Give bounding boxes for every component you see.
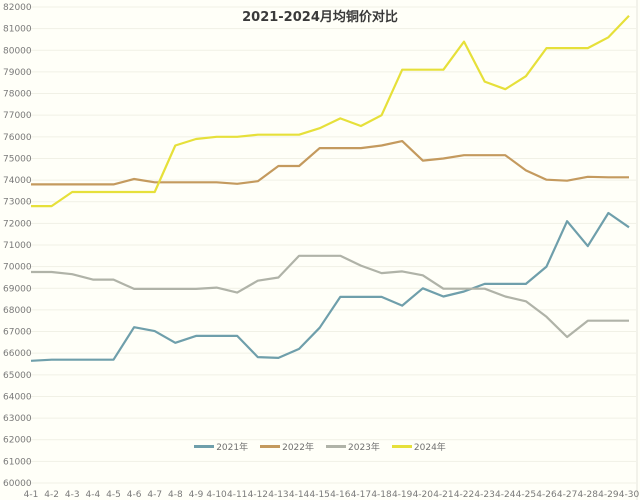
legend-swatch-2023 bbox=[326, 445, 346, 448]
y-tick-label: 64000 bbox=[3, 392, 32, 402]
series-line-2023[interactable] bbox=[31, 254, 629, 339]
x-tick-label: 4-2 bbox=[44, 490, 59, 500]
x-tick-label: 4-15 bbox=[309, 490, 329, 500]
y-tick-label: 78000 bbox=[3, 90, 32, 100]
y-tick-label: 65000 bbox=[3, 371, 32, 381]
x-tick-label: 4-14 bbox=[289, 490, 310, 500]
x-tick-label: 4-8 bbox=[168, 490, 183, 500]
x-tick-label: 4-3 bbox=[65, 490, 80, 500]
y-tick-label: 67000 bbox=[3, 328, 32, 338]
x-tick-label: 4-11 bbox=[227, 490, 247, 500]
legend-label-2023: 2023年 bbox=[348, 443, 380, 453]
y-tick-label: 69000 bbox=[3, 284, 32, 294]
chart-title: 2021-2024月均铜价对比 bbox=[242, 10, 398, 25]
y-tick-label: 76000 bbox=[3, 133, 32, 143]
legend-label-2021: 2021年 bbox=[216, 443, 249, 453]
x-tick-label: 4-19 bbox=[392, 490, 413, 500]
gridlines bbox=[22, 0, 638, 500]
y-tick-label: 77000 bbox=[3, 111, 32, 121]
legend-swatch-2022 bbox=[260, 445, 281, 448]
x-tick-label: 4-4 bbox=[86, 490, 101, 500]
series-lines bbox=[30, 14, 630, 362]
x-tick-label: 4-6 bbox=[127, 490, 142, 500]
x-tick-label: 4-9 bbox=[189, 490, 204, 500]
y-tick-label: 73000 bbox=[3, 198, 32, 208]
series-line-2021[interactable] bbox=[30, 211, 630, 362]
y-tick-label: 61000 bbox=[3, 457, 32, 467]
series-line-2024[interactable] bbox=[31, 14, 630, 208]
y-tick-label: 62000 bbox=[3, 436, 32, 446]
x-tick-label: 4-20 bbox=[413, 490, 434, 500]
legend-item-2021[interactable]: 2021年 bbox=[194, 440, 248, 453]
x-tick-label: 4-21 bbox=[433, 490, 453, 500]
legend-item-2023[interactable]: 2023年 bbox=[326, 440, 380, 453]
legend-swatch-2024 bbox=[391, 445, 412, 448]
x-tick-label: 4-16 bbox=[330, 490, 351, 500]
x-tick-label: 4-10 bbox=[206, 490, 227, 500]
y-tick-label: 72000 bbox=[3, 219, 32, 229]
y-tick-label: 81000 bbox=[3, 25, 32, 35]
legend-swatch-2021 bbox=[194, 445, 215, 448]
x-tick-label: 4-12 bbox=[248, 490, 268, 500]
legend: 2021年 2022年 2023年 2024年 bbox=[0, 440, 640, 453]
x-tick-label: 4-30 bbox=[619, 490, 640, 500]
x-tick-label: 4-25 bbox=[516, 490, 536, 500]
x-tick-label: 4-28 bbox=[578, 490, 599, 500]
x-tick-label: 4-1 bbox=[24, 490, 39, 500]
y-tick-label: 68000 bbox=[3, 306, 32, 316]
y-tick-label: 71000 bbox=[3, 241, 32, 251]
y-tick-label: 74000 bbox=[3, 176, 32, 186]
x-tick-label: 4-27 bbox=[557, 490, 577, 500]
y-tick-label: 75000 bbox=[3, 154, 32, 164]
legend-label-2024: 2024年 bbox=[413, 443, 446, 453]
y-tick-label: 63000 bbox=[3, 414, 32, 424]
series-line-2022[interactable] bbox=[31, 140, 629, 186]
y-tick-label: 79000 bbox=[3, 68, 32, 78]
y-axis-ticks: 60000 61000 62000 63000 64000 65000 66000 67000… bbox=[3, 3, 32, 489]
y-tick-label: 70000 bbox=[3, 263, 32, 273]
x-tick-label: 4-23 bbox=[474, 490, 494, 500]
x-tick-label: 4-18 bbox=[371, 490, 392, 500]
legend-label-2022: 2022年 bbox=[282, 443, 314, 453]
y-tick-label: 66000 bbox=[3, 349, 32, 359]
x-tick-label: 4-29 bbox=[598, 490, 619, 500]
legend-item-2024[interactable]: 2024年 bbox=[391, 440, 446, 453]
x-tick-label: 4-17 bbox=[351, 490, 371, 500]
y-tick-label: 82000 bbox=[3, 3, 32, 13]
y-tick-label: 80000 bbox=[3, 46, 32, 56]
x-tick-label: 4-13 bbox=[268, 490, 288, 500]
x-tick-label: 4-26 bbox=[536, 490, 557, 500]
x-tick-label: 4-5 bbox=[106, 490, 121, 500]
legend-item-2022[interactable]: 2022年 bbox=[260, 440, 314, 453]
x-tick-label: 4-7 bbox=[147, 490, 162, 500]
x-axis-ticks: 4-1 4-2 4-3 4-4 4-5 4-6 4-7 4-8 4-9 4-10 4-11 4-12 4… bbox=[24, 490, 640, 500]
x-tick-label: 4-22 bbox=[454, 490, 474, 500]
y-tick-label: 60000 bbox=[3, 479, 32, 489]
x-tick-label: 4-24 bbox=[495, 490, 516, 500]
